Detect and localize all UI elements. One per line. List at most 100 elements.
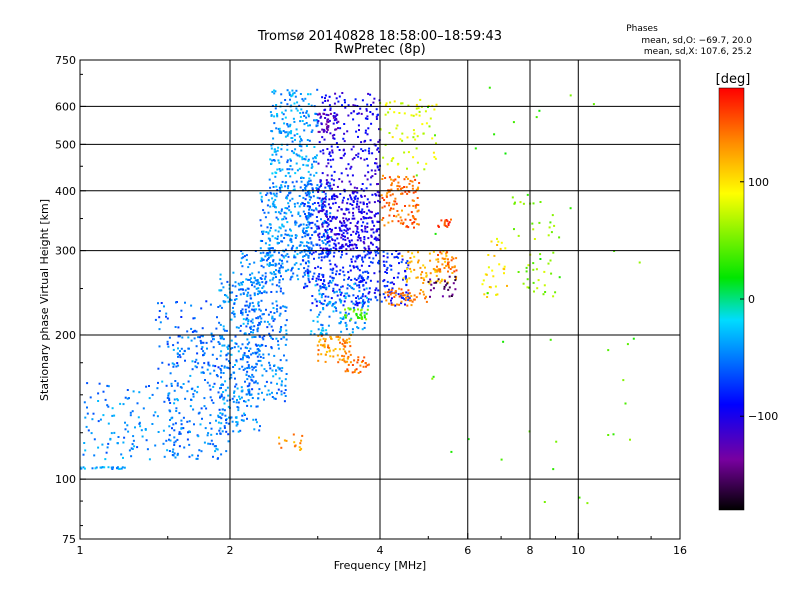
data-point	[305, 110, 308, 113]
data-point	[330, 236, 333, 239]
data-point	[257, 359, 260, 362]
data-point	[172, 423, 175, 426]
data-point	[303, 115, 306, 117]
data-point	[169, 439, 172, 442]
data-point	[348, 180, 351, 183]
data-point	[374, 251, 377, 254]
data-point	[346, 369, 349, 372]
data-point	[360, 317, 363, 320]
data-point	[399, 222, 402, 225]
data-point	[315, 187, 318, 190]
data-point	[257, 344, 260, 347]
data-point	[210, 340, 213, 343]
data-point	[357, 302, 360, 305]
data-point	[341, 199, 344, 202]
data-point	[239, 293, 242, 296]
data-point	[272, 375, 275, 378]
data-point	[106, 446, 109, 449]
data-point	[413, 255, 416, 258]
data-point	[264, 275, 267, 278]
data-point	[448, 221, 451, 224]
data-point	[330, 174, 333, 177]
data-point	[168, 397, 171, 400]
data-point	[173, 452, 176, 455]
data-point	[319, 267, 322, 270]
data-point	[425, 295, 427, 298]
data-point	[514, 201, 516, 204]
data-point	[198, 336, 201, 339]
data-point	[274, 264, 277, 267]
data-point	[415, 113, 418, 116]
data-point	[324, 100, 327, 102]
data-point	[276, 168, 279, 171]
data-point	[244, 380, 246, 383]
data-point	[179, 432, 182, 435]
data-point	[385, 194, 388, 197]
data-point	[443, 221, 446, 224]
data-point	[176, 454, 179, 457]
data-point	[231, 291, 234, 294]
data-point	[215, 327, 218, 330]
data-point	[280, 186, 283, 189]
data-point	[607, 434, 610, 436]
data-point	[347, 163, 350, 166]
data-point	[266, 204, 269, 207]
data-point	[323, 346, 326, 349]
data-point	[367, 247, 370, 250]
data-point	[387, 295, 390, 298]
data-point	[226, 386, 229, 389]
data-point	[293, 445, 296, 448]
data-point	[303, 231, 306, 234]
data-point	[107, 405, 110, 408]
data-point	[272, 186, 275, 188]
data-point	[279, 307, 282, 310]
data-point	[316, 124, 319, 127]
data-point	[364, 174, 367, 177]
data-point	[346, 292, 349, 295]
data-point	[357, 231, 360, 234]
data-point	[286, 221, 289, 224]
data-point	[390, 159, 393, 162]
data-point	[299, 263, 302, 266]
y-tick-label: 500	[55, 138, 76, 151]
data-point	[158, 345, 161, 348]
data-point	[431, 104, 434, 107]
data-point	[377, 199, 380, 202]
data-point	[294, 220, 297, 223]
data-point	[157, 431, 160, 433]
data-point	[263, 368, 266, 371]
data-point	[357, 356, 360, 359]
data-point	[299, 251, 302, 254]
data-point	[262, 209, 265, 212]
data-point	[348, 211, 351, 214]
data-point	[352, 207, 355, 210]
data-point	[336, 354, 339, 357]
data-point	[326, 128, 329, 131]
data-point	[415, 103, 418, 106]
data-point	[111, 407, 114, 410]
data-point	[272, 192, 275, 195]
data-point	[439, 281, 442, 284]
data-point	[93, 438, 96, 441]
data-point	[452, 257, 455, 260]
data-point	[407, 226, 410, 229]
data-point	[309, 333, 312, 336]
data-point	[83, 401, 86, 404]
data-point	[250, 405, 253, 408]
data-point	[269, 205, 272, 208]
data-point	[233, 313, 235, 316]
data-point	[286, 197, 289, 200]
data-point	[201, 327, 204, 330]
data-point	[323, 256, 326, 259]
data-point	[408, 292, 411, 295]
data-point	[423, 168, 426, 171]
data-point	[247, 319, 250, 321]
data-point	[365, 108, 368, 111]
data-point	[315, 208, 318, 211]
data-point	[363, 250, 366, 253]
data-point	[483, 293, 486, 296]
data-point	[327, 126, 330, 129]
data-point	[334, 217, 337, 220]
data-point	[380, 194, 383, 197]
data-point	[363, 356, 366, 359]
